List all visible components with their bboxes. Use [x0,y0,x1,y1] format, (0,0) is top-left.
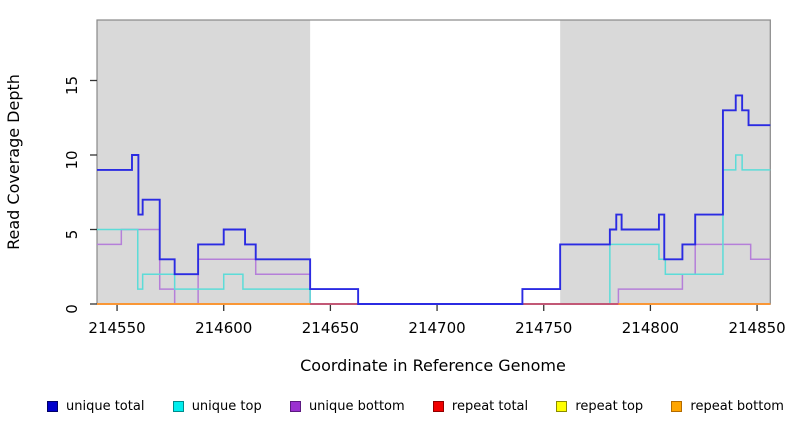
legend: unique total unique top unique bottom re… [47,399,784,414]
repeat-total-swatch-icon [432,401,444,412]
x-tick-label: 214650 [302,319,359,337]
repeat-bottom-swatch-icon [671,401,683,412]
legend-item-repeat-bottom: repeat bottom [671,399,784,414]
x-tick-label: 214600 [195,319,252,337]
unique-total-swatch-icon [47,401,58,412]
legend-item-unique-total: unique total [47,399,144,414]
unique-top-swatch-icon [172,401,184,412]
y-tick-label: 0 [63,304,81,314]
repeat-top-swatch-icon [556,401,568,412]
x-tick-label: 214800 [622,319,679,337]
legend-label: unique top [191,399,262,414]
legend-item-unique-top: unique top [172,399,262,414]
y-tick-label: 10 [63,150,81,169]
y-axis-label: Read Coverage Depth [4,74,23,250]
legend-label: repeat bottom [690,399,784,414]
x-tick-label: 214850 [728,319,785,337]
legend-item-repeat-top: repeat top [556,399,643,414]
legend-label: unique bottom [308,399,405,414]
coverage-chart: 214550 214600 214650 214700 214750 214800 2148… [4,19,786,375]
x-axis-label: Coordinate in Reference Genome [300,356,566,375]
x-tick-label: 214550 [88,319,145,337]
legend-label: unique total [66,399,145,414]
legend-item-unique-bottom: unique bottom [289,399,405,414]
series-unique-total [97,94,771,305]
legend-label: repeat total [451,399,529,414]
y-tick-label: 15 [63,76,81,95]
y-tick-label: 5 [63,230,81,240]
shaded-region [97,20,311,304]
x-tick-label: 214750 [515,319,572,337]
legend-item-repeat-total: repeat total [432,399,529,414]
x-tick-label: 214700 [408,319,465,337]
unique-bottom-swatch-icon [289,401,301,412]
legend-label: repeat top [575,399,644,414]
